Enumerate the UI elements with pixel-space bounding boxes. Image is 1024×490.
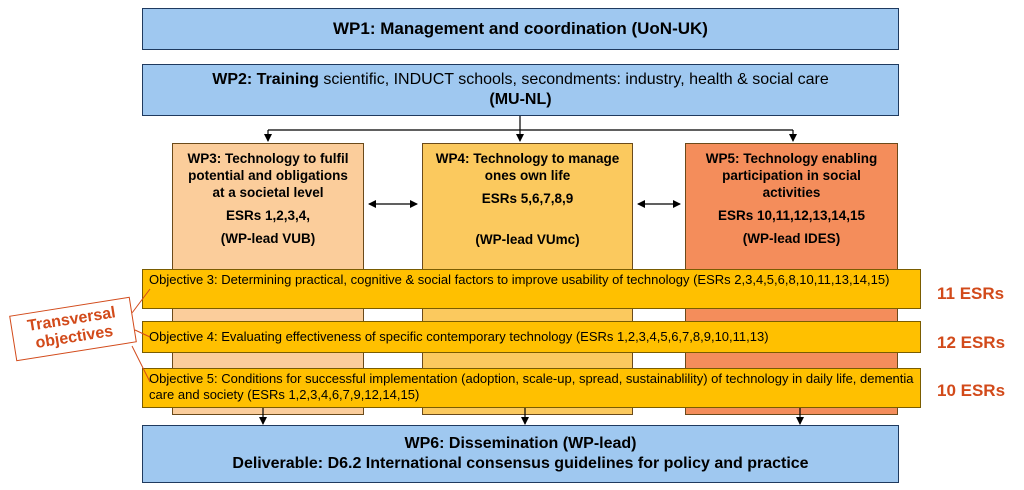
objective-5-text: Objective 5: Conditions for successful i… bbox=[149, 371, 914, 402]
wp2-box: WP2: Training scientific, INDUCT schools… bbox=[142, 64, 899, 116]
transversal-objectives-label: Transversal objectives bbox=[9, 296, 137, 362]
wp4-lead: (WP-lead VUmc) bbox=[475, 232, 580, 247]
objective-3-esr-count: 11 ESRs bbox=[937, 284, 1005, 303]
wp3-title: WP3: Technology to fulfil potential and … bbox=[187, 151, 349, 200]
wp1-box: WP1: Management and coordination (UoN-UK… bbox=[142, 8, 899, 50]
wp2-lead: (MU-NL) bbox=[489, 91, 552, 108]
wp2-distribution-arrows bbox=[264, 116, 797, 142]
wp5-lead: (WP-lead IDES) bbox=[742, 231, 841, 246]
wp6-title: WP6: Dissemination (WP-lead) bbox=[404, 435, 637, 452]
objective-5-esr-count: 10 ESRs bbox=[937, 381, 1006, 400]
objective-4-text: Objective 4: Evaluating effectiveness of… bbox=[149, 329, 769, 344]
wp6-box: WP6: Dissemination (WP-lead) Deliverable… bbox=[142, 425, 899, 483]
objective-4-bar: Objective 4: Evaluating effectiveness of… bbox=[142, 321, 921, 353]
wp3-lead: (WP-lead VUB) bbox=[220, 231, 316, 246]
objective-5-bar: Objective 5: Conditions for successful i… bbox=[142, 368, 921, 408]
wp3-esrs: ESRs 1,2,3,4, bbox=[225, 208, 311, 223]
wp1-title: WP1: Management and coordination (UoN-UK… bbox=[333, 19, 708, 38]
wp6-deliverable: Deliverable: D6.2 International consensu… bbox=[232, 455, 809, 472]
wp2-line1: WP2: Training scientific, INDUCT schools… bbox=[212, 70, 829, 90]
wp2-title-bold: WP2: Training bbox=[212, 71, 319, 88]
wp4-esrs: ESRs 5,6,7,8,9 bbox=[481, 191, 574, 206]
objective-3-text: Objective 3: Determining practical, cogn… bbox=[149, 272, 890, 287]
wp2-title-rest: scientific, INDUCT schools, secondments:… bbox=[318, 71, 829, 88]
wp5-esrs: ESRs 10,11,12,13,14,15 bbox=[717, 208, 866, 223]
wp5-title: WP5: Technology enabling participation i… bbox=[705, 151, 878, 200]
objective-3-bar: Objective 3: Determining practical, cogn… bbox=[142, 269, 921, 309]
objective-4-esr-count: 12 ESRs bbox=[937, 333, 1006, 352]
wp4-title: WP4: Technology to manage ones own life bbox=[435, 151, 620, 183]
